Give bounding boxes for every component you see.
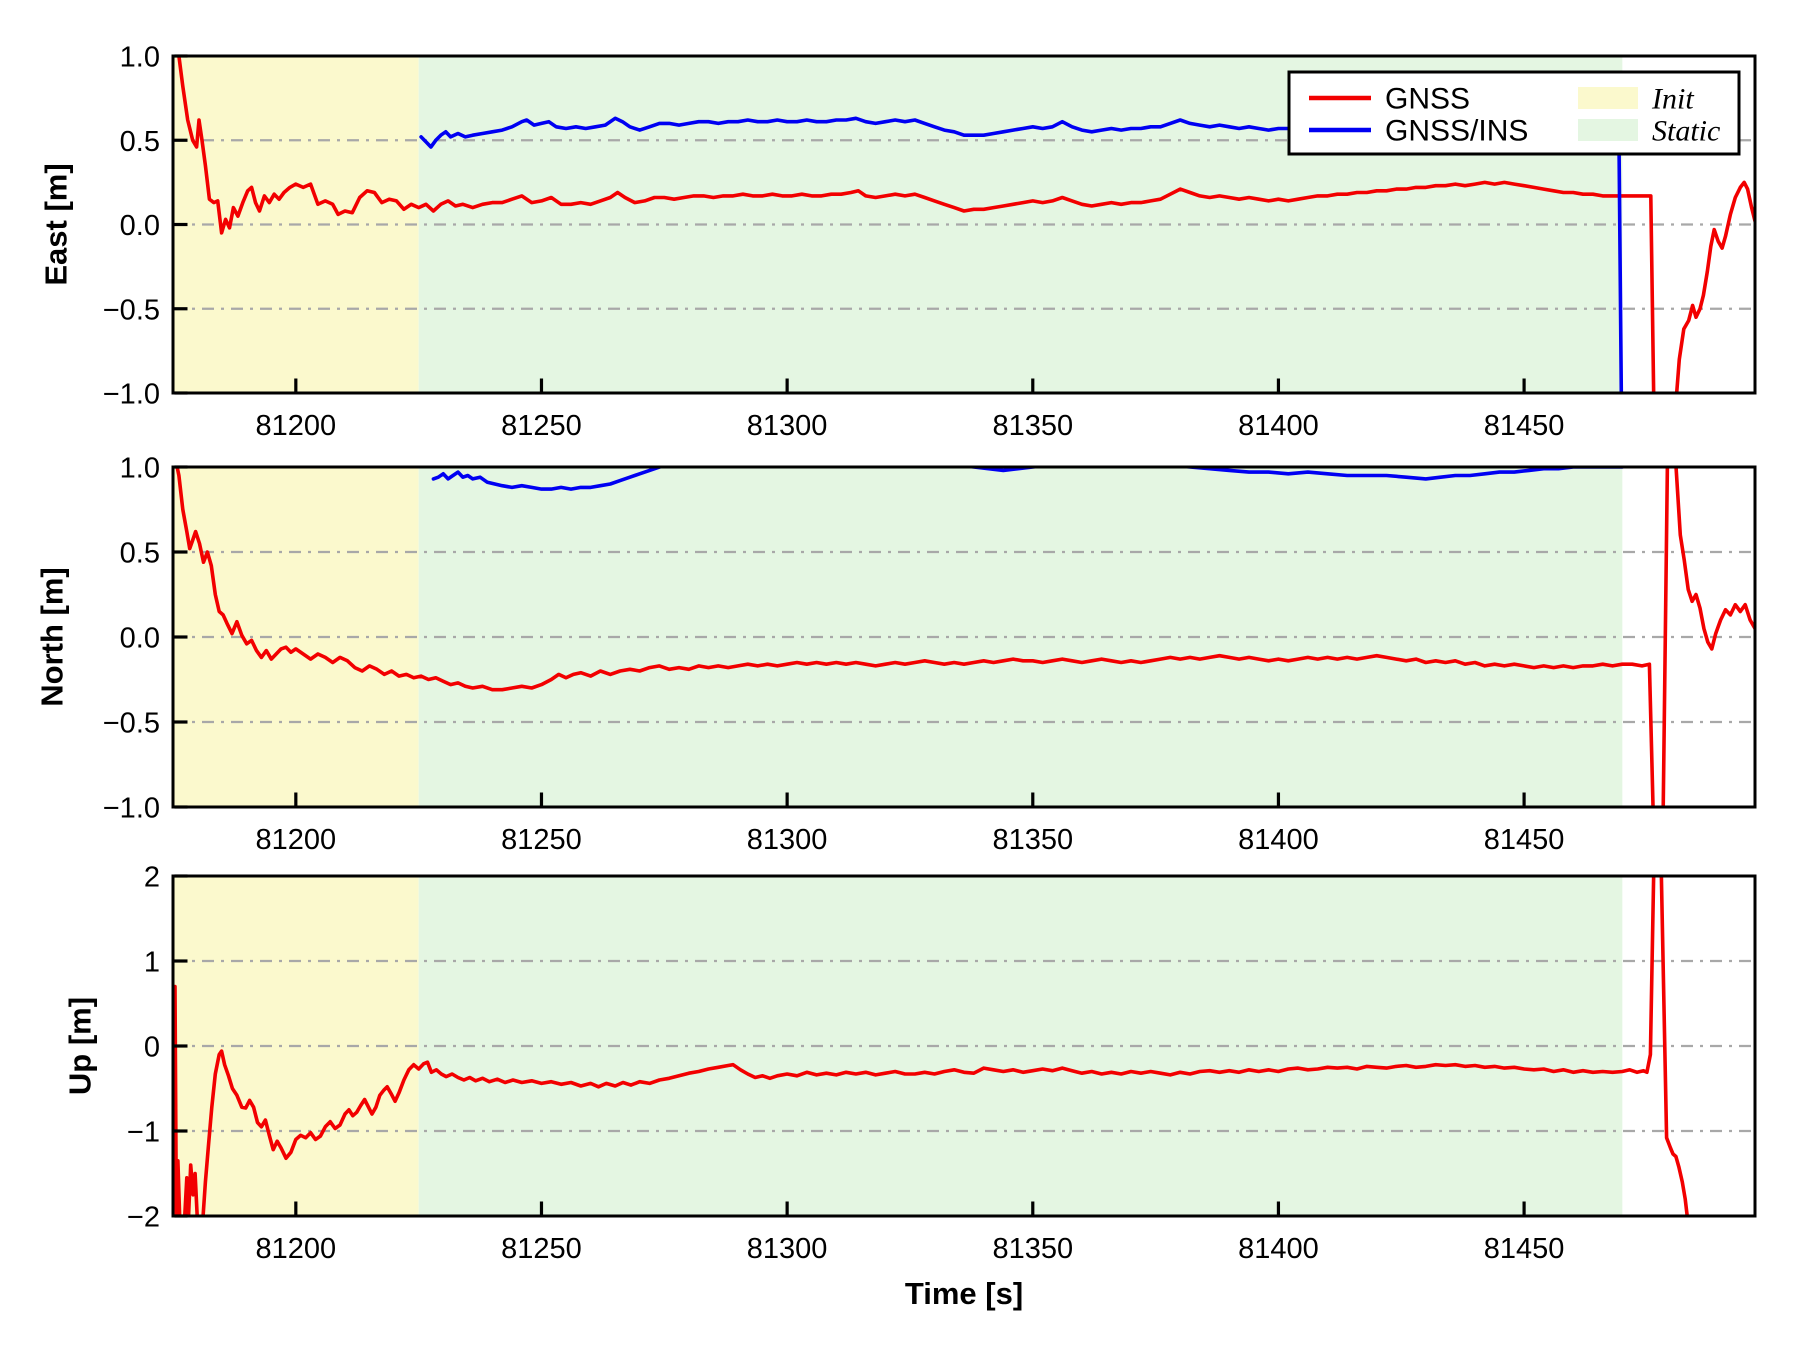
x-tick-label: 81250 (501, 824, 582, 856)
x-tick-label: 81450 (1484, 824, 1565, 856)
y-tick-label: 1.0 (120, 453, 160, 485)
axes-spines (171, 54, 1757, 395)
y-axis-label: East [m] (39, 163, 74, 285)
y-axis-label: North [m] (35, 567, 70, 706)
subplot-east: 1.0 0.5 0.0 −0.5 −1.0 81200 81250 81300 81350 814… (39, 42, 1757, 442)
gnss-ins-line (431, 467, 1625, 491)
y-tick-label: 1.0 (120, 42, 160, 74)
legend-label: GNSS (1385, 83, 1470, 116)
gnss-line (176, 56, 1755, 393)
x-tick-label: 81200 (255, 410, 336, 442)
x-tick-label: 81200 (255, 1233, 336, 1265)
x-tick-label: 81300 (747, 410, 828, 442)
x-tick-label: 81250 (501, 410, 582, 442)
x-tick-label: 81400 (1238, 410, 1319, 442)
y-tick-label: 1 (144, 947, 160, 979)
y-tick-label: −0.5 (103, 294, 160, 326)
legend-patch-swatch-static (1578, 119, 1638, 141)
x-tick-label: 81350 (992, 824, 1073, 856)
x-tick-label: 81450 (1484, 410, 1565, 442)
x-tick-label: 81400 (1238, 824, 1319, 856)
y-tick-label: 0.0 (120, 210, 160, 242)
gnss-line (173, 876, 1690, 1216)
y-tick-label: 0 (144, 1032, 160, 1064)
y-tick-label: 0.0 (120, 623, 160, 655)
x-tick-label: 81450 (1484, 1233, 1565, 1265)
gnss-line (175, 467, 1755, 807)
legend-patch-swatch-init (1578, 87, 1638, 109)
x-tick-label: 81200 (255, 824, 336, 856)
y-tick-label: −1 (127, 1117, 160, 1149)
x-tick-label: 81300 (747, 1233, 828, 1265)
y-tick-label: 0.5 (120, 126, 160, 158)
y-tick-label: −1.0 (103, 379, 160, 411)
subplot-north: 1.0 0.5 0.0 −0.5 −1.0 81200 81250 81300 81350 814… (35, 453, 1757, 856)
legend-box (1287, 70, 1741, 156)
x-tick-label: 81350 (992, 410, 1073, 442)
y-axis-label: Up [m] (63, 997, 98, 1095)
legend-label: GNSS/INS (1385, 115, 1528, 148)
legend-region-label: Static (1652, 115, 1720, 148)
legend-region-label: Init (1651, 83, 1694, 116)
axes-spines (171, 465, 1757, 809)
subplot-up: 2 1 0 −1 −2 81200 81250 81300 81350 81400 81450 Up … (63, 862, 1757, 1265)
y-tick-label: −0.5 (103, 708, 160, 740)
y-tick-label: 2 (144, 862, 160, 894)
x-tick-label: 81400 (1238, 1233, 1319, 1265)
x-tick-label: 81250 (501, 1233, 582, 1265)
x-axis-label: Time [s] (905, 1276, 1023, 1311)
gnss-ins-line (419, 114, 1624, 393)
y-tick-label: −1.0 (103, 793, 160, 825)
x-tick-label: 81300 (747, 824, 828, 856)
y-tick-label: 0.5 (120, 538, 160, 570)
y-tick-label: −2 (127, 1202, 160, 1234)
x-tick-label: 81350 (992, 1233, 1073, 1265)
axes-spines (171, 874, 1757, 1218)
